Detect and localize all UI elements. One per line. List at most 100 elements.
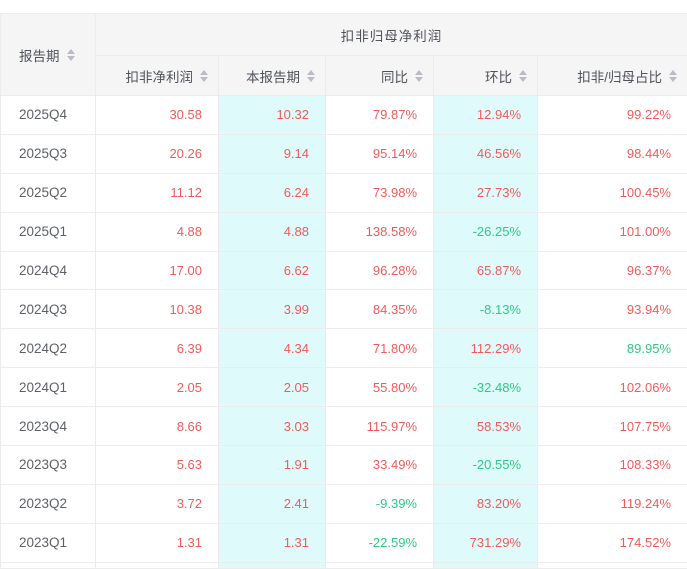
value-cell: 2.41: [218, 483, 326, 524]
value-cell: 1.91: [218, 445, 326, 485]
period-cell: 2025Q3: [0, 133, 96, 174]
value-cell: 27.73%: [433, 172, 538, 213]
table-header: 报告期 扣非归母净利润 扣非净利润 本报告期 同比 环比 扣非/归母占比: [0, 13, 687, 96]
value-cell: [95, 561, 219, 569]
column-header-label: 环比: [485, 69, 512, 85]
period-cell: 2024Q4: [0, 250, 96, 291]
value-cell: 3.72: [95, 483, 219, 524]
period-cell: 2023Q1: [0, 522, 96, 563]
column-header-2[interactable]: 同比: [325, 55, 434, 96]
value-cell: 4.88: [218, 211, 326, 252]
sort-icon: [415, 69, 423, 82]
quarterly-deducted-profit-table: 报告期 扣非归母净利润 扣非净利润 本报告期 同比 环比 扣非/归母占比 2025Q4 3…: [0, 13, 687, 569]
value-cell: 17.00: [95, 250, 219, 291]
value-cell: 96.37%: [537, 250, 687, 291]
value-cell: 174.52%: [537, 522, 687, 563]
value-cell: 2.05: [218, 367, 326, 408]
value-cell: 71.80%: [325, 328, 434, 369]
value-cell: 73.98%: [325, 172, 434, 213]
value-cell: 138.58%: [325, 211, 434, 252]
value-cell: -9.39%: [325, 483, 434, 524]
period-cell: 2023Q4: [0, 406, 96, 447]
value-cell: 6.24: [218, 172, 326, 213]
value-cell: 83.20%: [433, 483, 538, 524]
period-cell: [0, 561, 96, 569]
table-row: 2024Q1 2.05 2.05 55.80% -32.48% 102.06%: [0, 367, 687, 408]
value-cell: -22.59%: [325, 522, 434, 563]
period-cell: 2024Q2: [0, 328, 96, 369]
value-cell: 46.56%: [433, 133, 538, 174]
sort-icon: [519, 69, 527, 82]
value-cell: 30.58: [95, 95, 219, 135]
value-cell: 8.66: [95, 406, 219, 447]
value-cell: 9.14: [218, 133, 326, 174]
value-cell: 99.22%: [537, 95, 687, 135]
value-cell: 84.35%: [325, 289, 434, 330]
column-header-period[interactable]: 报告期: [0, 13, 96, 96]
value-cell: 1.31: [95, 522, 219, 563]
value-cell: 3.03: [218, 406, 326, 447]
column-header-0[interactable]: 扣非净利润: [95, 55, 219, 96]
column-header-label: 扣非/归母占比: [577, 69, 662, 85]
table-row: 2023Q2 3.72 2.41 -9.39% 83.20% 119.24%: [0, 483, 687, 524]
value-cell: 107.75%: [537, 406, 687, 447]
value-cell: -26.25%: [433, 211, 538, 252]
table-row: 2023Q1 1.31 1.31 -22.59% 731.29% 174.52%: [0, 522, 687, 563]
value-cell: 10.38: [95, 289, 219, 330]
value-cell: 3.99: [218, 289, 326, 330]
value-cell: 2.05: [95, 367, 219, 408]
table-row: 2023Q4 8.66 3.03 115.97% 58.53% 107.75%: [0, 406, 687, 447]
value-cell: 58.53%: [433, 406, 538, 447]
table-row: 2025Q2 11.12 6.24 73.98% 27.73% 100.45%: [0, 172, 687, 213]
sort-icon: [669, 69, 677, 82]
value-cell: 96.28%: [325, 250, 434, 291]
value-cell: 10.32: [218, 95, 326, 135]
value-cell: -8.13%: [433, 289, 538, 330]
sort-icon: [66, 48, 75, 61]
value-cell: 108.33%: [537, 445, 687, 485]
value-cell: 93.94%: [537, 289, 687, 330]
table-row: 2025Q4 30.58 10.32 79.87% 12.94% 99.22%: [0, 95, 687, 135]
table-row: 2024Q2 6.39 4.34 71.80% 112.29% 89.95%: [0, 328, 687, 369]
period-cell: 2024Q1: [0, 367, 96, 408]
value-cell: 79.87%: [325, 95, 434, 135]
value-cell: 6.62: [218, 250, 326, 291]
value-cell: 11.12: [95, 172, 219, 213]
table-row: 2024Q4 17.00 6.62 96.28% 65.87% 96.37%: [0, 250, 687, 291]
table-row: 2025Q3 20.26 9.14 95.14% 46.56% 98.44%: [0, 133, 687, 174]
value-cell: [325, 561, 434, 569]
period-cell: 2023Q2: [0, 483, 96, 524]
value-cell: 101.00%: [537, 211, 687, 252]
value-cell: 12.94%: [433, 95, 538, 135]
value-cell: 102.06%: [537, 367, 687, 408]
value-cell: 1.31: [218, 522, 326, 563]
period-cell: 2025Q4: [0, 95, 96, 135]
column-header-1[interactable]: 本报告期: [218, 55, 326, 96]
value-cell: 4.88: [95, 211, 219, 252]
value-cell: 65.87%: [433, 250, 538, 291]
column-header-label: 本报告期: [246, 69, 300, 85]
period-header-label: 报告期: [19, 48, 60, 64]
table-row: 2024Q3 10.38 3.99 84.35% -8.13% 93.94%: [0, 289, 687, 330]
value-cell: 20.26: [95, 133, 219, 174]
value-cell: 119.24%: [537, 483, 687, 524]
value-cell: [433, 561, 538, 569]
sort-icon: [200, 69, 208, 82]
column-header-3[interactable]: 环比: [433, 55, 538, 96]
value-cell: 98.44%: [537, 133, 687, 174]
value-cell: 6.39: [95, 328, 219, 369]
value-cell: 89.95%: [537, 328, 687, 369]
value-cell: 95.14%: [325, 133, 434, 174]
table-row: 2023Q3 5.63 1.91 33.49% -20.55% 108.33%: [0, 445, 687, 485]
period-cell: 2025Q2: [0, 172, 96, 213]
sort-icon: [307, 69, 315, 82]
period-cell: 2025Q1: [0, 211, 96, 252]
value-cell: 33.49%: [325, 445, 434, 485]
period-cell: 2023Q3: [0, 445, 96, 485]
column-header-4[interactable]: 扣非/归母占比: [537, 55, 687, 96]
value-cell: 55.80%: [325, 367, 434, 408]
table-row: 2025Q1 4.88 4.88 138.58% -26.25% 101.00%: [0, 211, 687, 252]
table-body: 2025Q4 30.58 10.32 79.87% 12.94% 99.22% 2025Q3…: [0, 95, 687, 569]
period-cell: 2024Q3: [0, 289, 96, 330]
